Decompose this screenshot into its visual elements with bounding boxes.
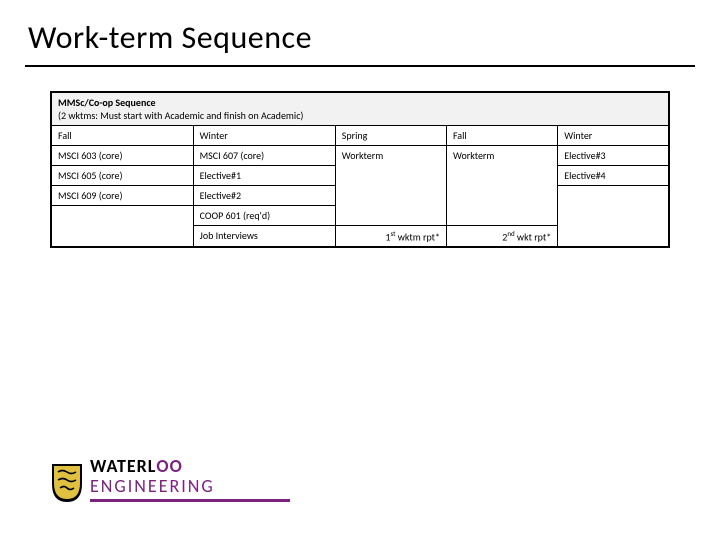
logo-waterloo-text: WATERLOO (90, 455, 290, 477)
sequence-table: MMSc/Co-op Sequence (2 wktms: Must start… (50, 91, 670, 248)
rpt2-sup: nd (507, 229, 514, 238)
col-spring: Spring (335, 126, 446, 146)
logo-engineering-text: ENGINEERING (90, 475, 290, 497)
cell-empty (51, 206, 193, 248)
cell: MSCI 609 (core) (51, 186, 193, 206)
cell-wktm-rpt-1: 1st wktm rpt* (335, 226, 446, 248)
logo-underline (90, 499, 290, 502)
cell-empty (558, 186, 669, 248)
cell-workterm-fall: Workterm (446, 146, 557, 226)
title-underline (25, 65, 695, 67)
table-header-band: MMSc/Co-op Sequence (2 wktms: Must start… (51, 92, 669, 126)
cell: MSCI 603 (core) (51, 146, 193, 166)
cell: Elective#1 (193, 166, 335, 186)
table-header-cell: MMSc/Co-op Sequence (2 wktms: Must start… (51, 92, 669, 126)
table-row: MSCI 603 (core) MSCI 607 (core) Workterm… (51, 146, 669, 166)
waterloo-logo: WATERLOO ENGINEERING (90, 455, 290, 502)
header-line1: MMSc/Co-op Sequence (58, 96, 156, 109)
cell: MSCI 607 (core) (193, 146, 335, 166)
cell: Elective#4 (558, 166, 669, 186)
waterloo-crest-icon (50, 462, 84, 504)
rpt2-post: wkt rpt* (515, 230, 552, 243)
cell: Job Interviews (193, 226, 335, 248)
table-row-terms: Fall Winter Spring Fall Winter (51, 126, 669, 146)
cell: MSCI 605 (core) (51, 166, 193, 186)
col-fall-2: Fall (446, 126, 557, 146)
page-title: Work-term Sequence (0, 0, 720, 65)
col-winter-2: Winter (558, 126, 669, 146)
col-winter-1: Winter (193, 126, 335, 146)
cell-workterm-spring: Workterm (335, 146, 446, 226)
col-fall-1: Fall (51, 126, 193, 146)
cell-wktm-rpt-2: 2nd wkt rpt* (446, 226, 557, 248)
rpt1-post: wktm rpt* (395, 230, 440, 243)
cell: Elective#3 (558, 146, 669, 166)
slide: Work-term Sequence MMSc/Co-op Sequence (… (0, 0, 720, 540)
cell: COOP 601 (req'd) (193, 206, 335, 226)
cell: Elective#2 (193, 186, 335, 206)
header-line2: (2 wktms: Must start with Academic and f… (58, 109, 303, 122)
